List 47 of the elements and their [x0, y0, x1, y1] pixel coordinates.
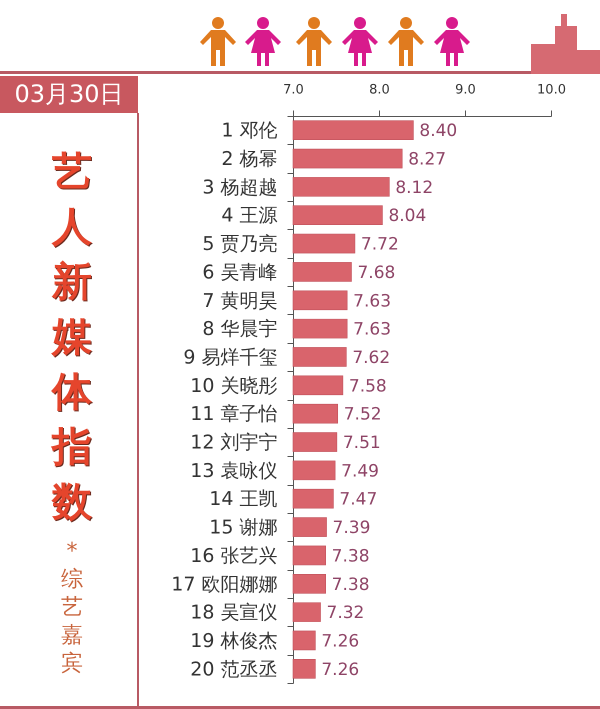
data-label: 7.38: [332, 546, 370, 566]
data-label: 7.49: [341, 461, 379, 482]
data-label: 8.12: [395, 178, 434, 198]
data-label: 8.04: [388, 206, 426, 226]
x-tick-label: 7.0: [283, 82, 304, 98]
data-label: 7.26: [321, 660, 360, 680]
data-label: 8.40: [419, 121, 458, 142]
y-tick-label: 2 杨幂: [221, 148, 278, 170]
y-tick-label: 8 华晨宇: [202, 318, 278, 340]
y-tick-label: 5 贾乃亮: [202, 233, 278, 256]
y-tick-label: 17 欧阳娜娜: [171, 573, 278, 596]
data-label: 7.51: [342, 433, 381, 454]
data-label: 7.68: [357, 262, 396, 283]
y-tick-label: 1 邓伦: [221, 120, 278, 142]
y-tick-label: 7 黄明昊: [202, 290, 278, 312]
data-label: 7.47: [339, 490, 378, 510]
y-tick-label: 10 关晓彤: [190, 374, 278, 397]
data-label: 7.26: [321, 631, 360, 652]
y-tick-label: 6 吴青峰: [202, 261, 278, 284]
data-label: 7.52: [344, 404, 382, 425]
data-label: 7.63: [353, 291, 392, 312]
data-label: 7.39: [332, 518, 370, 538]
data-label: 7.38: [332, 574, 370, 595]
x-tick-label: 8.0: [369, 82, 390, 98]
data-label: 7.32: [326, 603, 364, 624]
y-tick-label: 11 章子怡: [190, 403, 278, 426]
y-tick-label: 16 张艺兴: [190, 544, 278, 567]
y-tick-label: 9 易烊千玺: [183, 346, 278, 368]
text: 03月30日: [0, 76, 138, 113]
x-tick-label: 9.0: [455, 82, 476, 98]
y-tick-label: 20 范丞丞: [190, 658, 278, 680]
y-tick-label: 3 杨超越: [202, 176, 278, 198]
x-tick-label: 10.0: [537, 82, 566, 98]
data-label: 7.58: [348, 376, 387, 396]
data-label: 8.27: [408, 150, 446, 170]
data-label: 7.72: [360, 234, 399, 255]
data-label: 7.63: [353, 320, 392, 340]
text: 艺人新媒体指数: [51, 148, 93, 527]
y-tick-label: 15 谢娜: [209, 516, 278, 539]
y-tick-label: 19 林俊杰: [190, 630, 278, 652]
y-tick-label: 13 袁咏仪: [190, 460, 278, 482]
y-tick-label: 12 刘宇宁: [190, 432, 278, 454]
y-tick-label: 4 王源: [221, 204, 278, 227]
text: * 综艺嘉宾: [60, 538, 84, 678]
y-tick-label: 18 吴宣仪: [190, 602, 278, 624]
y-tick-label: 14 王凯: [209, 488, 278, 510]
data-label: 7.62: [352, 348, 390, 368]
